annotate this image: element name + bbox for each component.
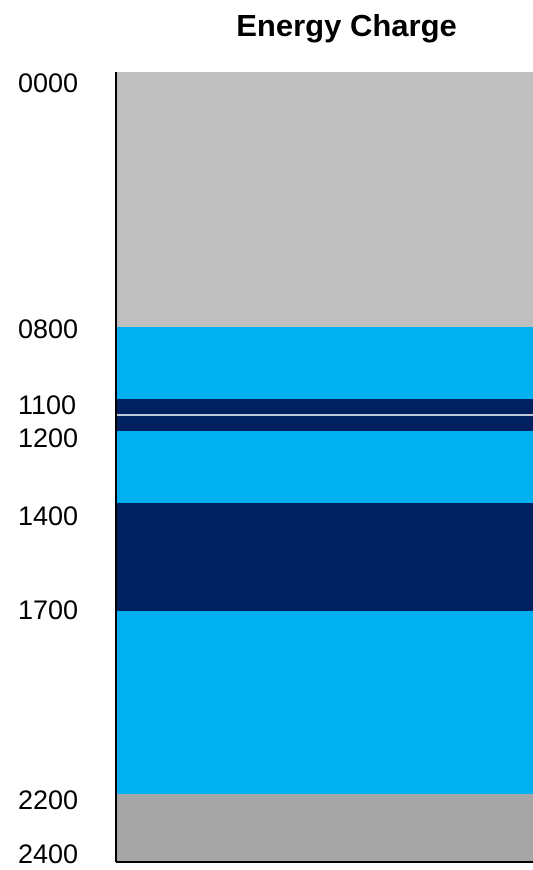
tick-label-1100: 1100 [18,390,77,420]
band-0 [116,72,533,327]
tick-label-2400: 2400 [18,839,79,869]
tick-label-0800: 0800 [18,314,79,344]
chart-title: Energy Charge [236,8,457,43]
tick-label-0000: 0000 [18,68,79,98]
band-5 [116,611,533,794]
tick-label-1200: 1200 [18,423,79,453]
band-3 [116,431,533,503]
tick-label-1700: 1700 [18,595,79,625]
band-1 [116,327,533,399]
tick-label-2200: 2200 [18,785,79,815]
band-6 [116,794,533,862]
tick-label-1400: 1400 [18,501,79,531]
band-4 [116,503,533,611]
